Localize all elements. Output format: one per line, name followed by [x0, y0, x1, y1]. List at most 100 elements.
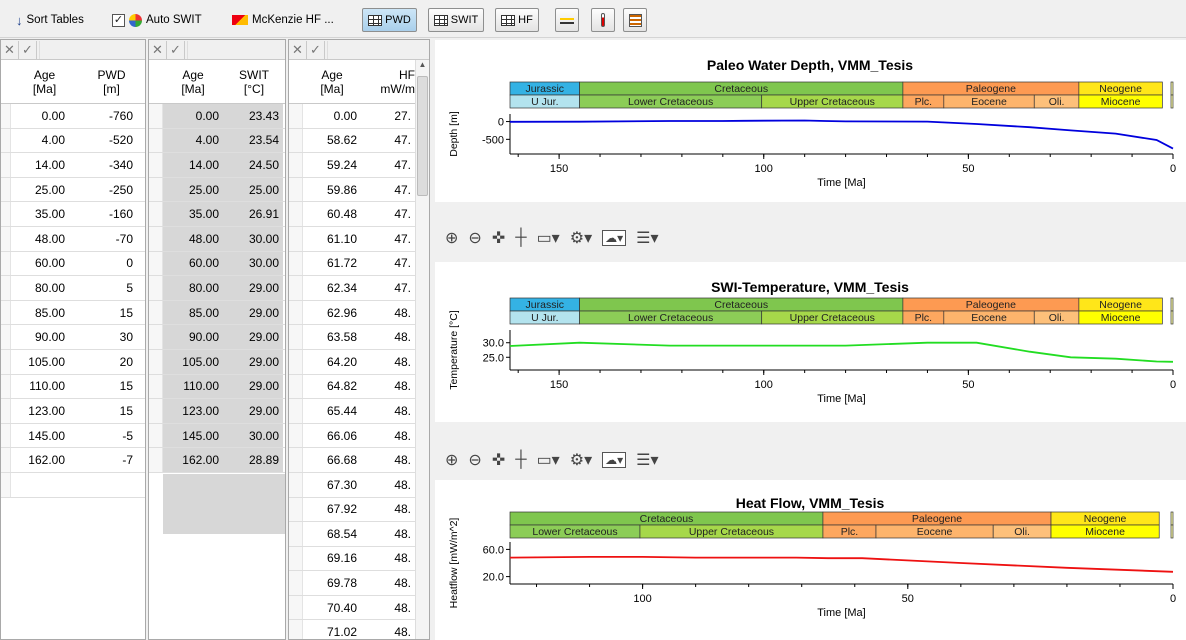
table-row[interactable]: 110.00 15 [1, 374, 145, 400]
row-header[interactable] [149, 251, 163, 276]
vertical-scrollbar[interactable]: ▲ [415, 60, 429, 639]
row-header[interactable] [289, 497, 303, 522]
cell-value[interactable]: 30 [119, 330, 133, 345]
table-row[interactable]: 90.00 29.00 [149, 325, 285, 350]
row-header[interactable] [289, 276, 303, 300]
cell-age[interactable]: 14.00 [34, 157, 65, 172]
crosshair-icon[interactable]: ┼ [515, 451, 527, 468]
row-header[interactable] [149, 276, 163, 300]
settings-icon[interactable]: ⚙▾ [569, 452, 593, 469]
zoom-in-icon[interactable]: ⊕ [445, 452, 459, 469]
row-header[interactable] [289, 620, 303, 639]
row-header[interactable] [149, 104, 163, 128]
row-header[interactable] [1, 300, 11, 325]
cell-age[interactable]: 145.00 [163, 423, 223, 448]
settings-icon[interactable]: ⚙▾ [569, 230, 593, 247]
cell-age[interactable]: 67.30 [326, 477, 357, 492]
cell-value[interactable]: 47. [394, 157, 411, 172]
row-header[interactable] [1, 349, 11, 374]
table-row[interactable]: 71.02 48. [289, 620, 415, 639]
cell-age[interactable]: 60.48 [326, 207, 357, 222]
cell-age[interactable]: 48.00 [34, 231, 65, 246]
cell-value[interactable]: 48. [394, 576, 411, 591]
cell-age[interactable]: 35.00 [34, 207, 65, 222]
cell-value[interactable]: -5 [122, 428, 133, 443]
cell-value[interactable]: 48. [394, 502, 411, 517]
table-row[interactable]: 145.00 30.00 [149, 423, 285, 449]
check-icon[interactable]: ✓ [167, 40, 185, 59]
cell-value[interactable]: 29.00 [223, 276, 283, 300]
cell-age[interactable]: 63.58 [326, 330, 357, 345]
row-header[interactable] [149, 153, 163, 177]
cell-value[interactable]: -160 [108, 207, 133, 222]
table-row[interactable]: 67.92 48. [289, 497, 415, 523]
table-filter-box[interactable] [39, 40, 145, 59]
cell-age[interactable]: 25.00 [163, 177, 223, 202]
cell-value[interactable]: 26.91 [223, 202, 283, 226]
row-header[interactable] [1, 276, 11, 300]
cell-age[interactable]: 64.20 [326, 354, 357, 369]
table-row[interactable]: 4.00 -520 [1, 128, 145, 154]
cell-value[interactable]: 47. [394, 280, 411, 295]
cell-age[interactable]: 110.00 [163, 374, 223, 399]
cell-value[interactable]: 47. [394, 182, 411, 197]
cell-age[interactable]: 4.00 [41, 133, 65, 148]
row-header[interactable] [289, 374, 303, 399]
cell-value[interactable]: 47. [394, 256, 411, 271]
select-rect-icon[interactable]: ▭▾ [536, 452, 560, 469]
cell-value[interactable]: -340 [108, 157, 133, 172]
cell-age[interactable]: 65.44 [326, 403, 357, 418]
row-header[interactable] [289, 546, 303, 571]
table-row[interactable]: 62.96 48. [289, 300, 415, 326]
delete-row-icon[interactable]: ✕ [1, 40, 19, 59]
row-header[interactable] [149, 177, 163, 202]
table-row[interactable]: 48.00 30.00 [149, 226, 285, 252]
cell-value[interactable]: -760 [108, 108, 133, 123]
cell-value[interactable]: 48. [394, 477, 411, 492]
cell-value[interactable]: 29.00 [223, 374, 283, 399]
row-header[interactable] [1, 325, 11, 349]
cell-age[interactable]: 58.62 [326, 133, 357, 148]
row-header[interactable] [149, 128, 163, 153]
row-header[interactable] [1, 153, 11, 177]
row-header[interactable] [1, 202, 11, 226]
cell-age[interactable]: 90.00 [163, 325, 223, 349]
table-row[interactable]: 48.00 -70 [1, 226, 145, 252]
cell-value[interactable]: -520 [108, 133, 133, 148]
cell-age[interactable]: 70.40 [326, 600, 357, 615]
cell-age[interactable]: 61.72 [326, 256, 357, 271]
table-row[interactable]: 0.00 27. [289, 104, 415, 129]
row-header[interactable] [149, 300, 163, 325]
auto-swit-toggle[interactable]: ✓ Auto SWIT [112, 9, 202, 31]
row-header[interactable] [149, 374, 163, 399]
row-header[interactable] [1, 423, 11, 448]
row-header[interactable] [289, 202, 303, 226]
cell-age[interactable]: 60.00 [34, 256, 65, 271]
zoom-out-icon[interactable]: ⊖ [468, 230, 482, 247]
table-row[interactable]: 60.48 47. [289, 202, 415, 227]
cell-value[interactable]: 15 [119, 379, 133, 394]
table-row[interactable]: 64.82 48. [289, 374, 415, 400]
table-row[interactable]: 58.62 47. [289, 128, 415, 154]
row-header[interactable] [289, 226, 303, 251]
cell-age[interactable]: 48.00 [163, 226, 223, 251]
cell-value[interactable]: 30.00 [223, 226, 283, 251]
hf-table-button[interactable]: HF [495, 8, 539, 32]
row-header[interactable] [149, 399, 163, 423]
table-row[interactable]: 69.16 48. [289, 546, 415, 572]
temperature-button[interactable] [591, 8, 615, 32]
table-row[interactable]: 61.72 47. [289, 251, 415, 277]
row-header[interactable] [289, 399, 303, 423]
zoom-in-icon[interactable]: ⊕ [445, 230, 459, 247]
table-row[interactable]: 25.00 -250 [1, 177, 145, 203]
cell-value[interactable]: 30.00 [223, 251, 283, 276]
cell-age[interactable]: 90.00 [34, 330, 65, 345]
chart-type-icon[interactable]: ☁▾ [602, 452, 627, 468]
row-header[interactable] [1, 448, 11, 472]
crosshair-icon[interactable]: ┼ [515, 229, 527, 246]
swit-table-button[interactable]: SWIT [428, 8, 484, 32]
cell-age[interactable]: 110.00 [29, 379, 65, 394]
table-row[interactable]: 60.00 30.00 [149, 251, 285, 277]
row-header[interactable] [289, 472, 303, 497]
check-icon[interactable]: ✓ [19, 40, 37, 59]
